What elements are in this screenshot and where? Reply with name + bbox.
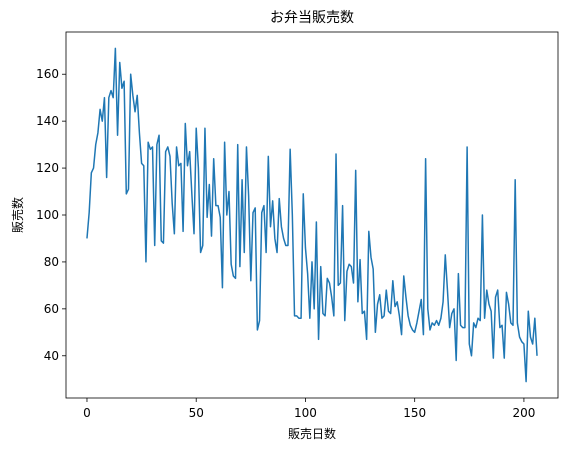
x-axis-label: 販売日数 bbox=[288, 426, 336, 441]
chart-title: お弁当販売数 bbox=[270, 10, 354, 26]
series-line bbox=[86, 47, 538, 383]
y-tick-label: 80 bbox=[44, 255, 59, 269]
y-tick-label: 120 bbox=[36, 161, 59, 175]
y-tick-label: 60 bbox=[44, 302, 59, 316]
x-tick-label: 0 bbox=[83, 406, 91, 420]
y-tick-label: 160 bbox=[36, 67, 59, 81]
y-tick-label: 140 bbox=[36, 114, 59, 128]
x-tick-label: 100 bbox=[294, 406, 317, 420]
x-tick-label: 150 bbox=[403, 406, 426, 420]
x-tick-label: 50 bbox=[189, 406, 204, 420]
x-tick-label: 200 bbox=[512, 406, 535, 420]
y-tick-label: 40 bbox=[44, 349, 59, 363]
plot-area bbox=[86, 47, 538, 383]
y-tick-label: 100 bbox=[36, 208, 59, 222]
axis-ticks: 0 50 100 150 200 40 60 80 100 120 140 160 bbox=[36, 67, 535, 420]
y-axis-label: 販売数 bbox=[10, 197, 25, 233]
plot-frame bbox=[65, 31, 559, 399]
